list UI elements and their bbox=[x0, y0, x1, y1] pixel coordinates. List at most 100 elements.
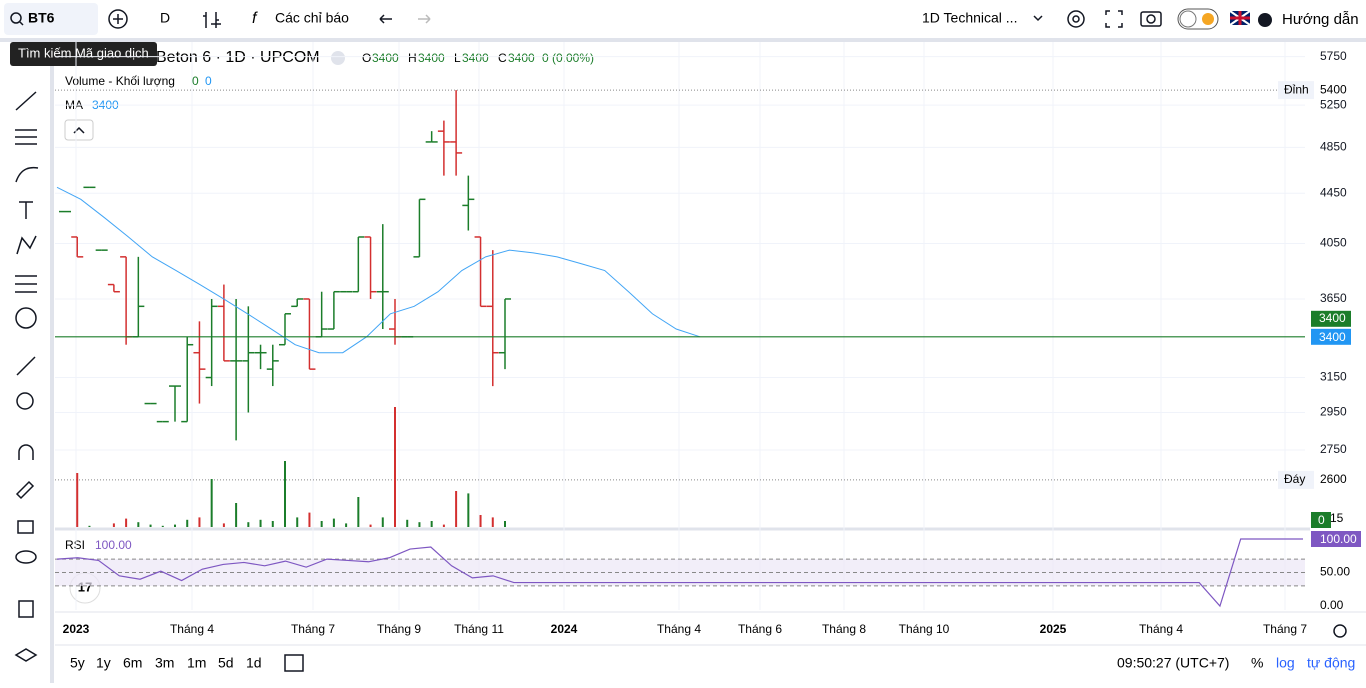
price-badge-value: 3400 bbox=[1319, 311, 1346, 325]
o-label: O bbox=[362, 51, 371, 65]
rsi-badge bbox=[1311, 531, 1361, 547]
y-tick-label: 5750 bbox=[1320, 49, 1347, 63]
interval[interactable]: D bbox=[160, 10, 170, 26]
symbol-search[interactable] bbox=[4, 3, 98, 35]
ruler[interactable] bbox=[16, 356, 36, 376]
x-tick-label: Tháng 4 bbox=[170, 622, 214, 636]
volume-badge bbox=[1311, 512, 1331, 528]
rsi-tick-label: 50.00 bbox=[1320, 565, 1350, 579]
range-button[interactable]: 3m bbox=[155, 655, 174, 671]
screenshot[interactable] bbox=[1140, 11, 1162, 27]
volume-bar bbox=[394, 407, 396, 527]
search-icon bbox=[10, 12, 22, 24]
search-icon bbox=[19, 21, 24, 26]
y-tick-label: 4050 bbox=[1320, 236, 1347, 250]
volume-bar bbox=[247, 522, 250, 527]
volume-bar bbox=[296, 517, 299, 527]
bar-style[interactable] bbox=[203, 12, 221, 28]
hide[interactable] bbox=[15, 550, 37, 564]
o-value: 3400 bbox=[372, 51, 399, 65]
x-tick-label: 2025 bbox=[1040, 622, 1067, 636]
x-tick-label: Tháng 11 bbox=[454, 622, 504, 636]
extreme-label: Đáy bbox=[1284, 472, 1305, 486]
volume-bar bbox=[418, 522, 421, 527]
c-value: 3400 bbox=[508, 51, 535, 65]
x-tick-label: Tháng 10 bbox=[899, 622, 950, 636]
undo[interactable] bbox=[379, 14, 392, 24]
settings[interactable] bbox=[1067, 10, 1085, 28]
settings-icon bbox=[1072, 15, 1080, 23]
sun-icon bbox=[1202, 13, 1214, 25]
dropdown bbox=[1033, 15, 1043, 22]
rsi-badge-value: 100.00 bbox=[1320, 532, 1357, 546]
fib-tool[interactable] bbox=[15, 129, 37, 145]
object-tree[interactable] bbox=[14, 648, 38, 662]
extreme-value: 2600 bbox=[1320, 472, 1347, 486]
range-button[interactable]: 5d bbox=[218, 655, 234, 671]
rsi-line bbox=[56, 538, 1303, 608]
icons[interactable] bbox=[15, 307, 37, 329]
range-button[interactable]: 1y bbox=[96, 655, 111, 671]
volume-bar bbox=[491, 517, 494, 527]
lock-drawing[interactable] bbox=[15, 480, 35, 500]
log-toggle[interactable]: log bbox=[1276, 655, 1295, 671]
range-button[interactable]: 6m bbox=[123, 655, 142, 671]
y-tick-label: 5250 bbox=[1320, 97, 1347, 111]
volume-bar bbox=[467, 493, 470, 527]
range-button[interactable]: 5y bbox=[70, 655, 85, 671]
l-value: 3400 bbox=[462, 51, 489, 65]
range-button[interactable]: 1m bbox=[187, 655, 206, 671]
pattern[interactable] bbox=[16, 235, 37, 255]
volume-bar bbox=[455, 491, 458, 527]
volume-bar bbox=[235, 503, 238, 527]
user-icon bbox=[1258, 13, 1272, 27]
layout[interactable]: 1D Technical ... bbox=[922, 10, 1017, 26]
fullscreen[interactable] bbox=[1105, 10, 1123, 28]
clock: 09:50:27 (UTC+7) bbox=[1117, 655, 1229, 671]
x-tick-label: Tháng 7 bbox=[291, 622, 335, 636]
indicators[interactable]: Các chỉ báo bbox=[275, 10, 349, 26]
volume-bar bbox=[406, 519, 409, 527]
trash[interactable] bbox=[18, 600, 34, 618]
x-tick-label: Tháng 7 bbox=[1263, 622, 1307, 636]
separator bbox=[0, 38, 1366, 42]
volume-bar bbox=[369, 524, 372, 527]
range-button[interactable]: 1d bbox=[246, 655, 262, 671]
prediction[interactable] bbox=[15, 275, 37, 293]
volume-bar bbox=[320, 521, 323, 527]
volume-bar bbox=[161, 525, 164, 527]
y-tick-label: 3650 bbox=[1320, 291, 1347, 305]
add-symbol[interactable] bbox=[108, 9, 128, 29]
lock[interactable] bbox=[17, 520, 34, 534]
x-tick-label: 2023 bbox=[63, 622, 90, 636]
x-tick-label: Tháng 4 bbox=[657, 622, 701, 636]
volume-bar bbox=[76, 473, 79, 527]
text-tool[interactable] bbox=[19, 201, 33, 219]
volume-bar bbox=[479, 515, 482, 527]
collapse-legend[interactable] bbox=[64, 119, 94, 141]
magnet[interactable] bbox=[18, 444, 34, 460]
trend-line[interactable] bbox=[15, 91, 37, 111]
axis-settings[interactable] bbox=[1333, 624, 1347, 638]
y-tick-label: 3150 bbox=[1320, 370, 1347, 384]
zoom[interactable] bbox=[16, 392, 34, 410]
top-toolbar bbox=[0, 0, 1366, 38]
redo[interactable] bbox=[418, 14, 431, 24]
volume-ma: 0 bbox=[205, 74, 212, 88]
legend-menu[interactable] bbox=[331, 51, 345, 65]
l-label: L bbox=[454, 51, 461, 65]
brush[interactable] bbox=[15, 166, 39, 183]
ma-badge bbox=[1311, 328, 1351, 345]
rsi-label: RSI bbox=[65, 538, 85, 552]
drawing-tools[interactable] bbox=[14, 91, 39, 662]
volume-bar bbox=[345, 523, 348, 527]
volume-bar bbox=[222, 523, 225, 527]
auto-toggle[interactable]: tự động bbox=[1307, 655, 1355, 671]
ma-badge-value: 3400 bbox=[1319, 330, 1346, 344]
guide[interactable]: Hướng dẫn bbox=[1282, 11, 1359, 28]
tooltip bbox=[10, 42, 157, 66]
date-range[interactable] bbox=[284, 654, 304, 672]
percent-toggle[interactable]: % bbox=[1251, 655, 1263, 671]
ma-line bbox=[56, 186, 701, 354]
x-tick-label: Tháng 4 bbox=[1139, 622, 1183, 636]
